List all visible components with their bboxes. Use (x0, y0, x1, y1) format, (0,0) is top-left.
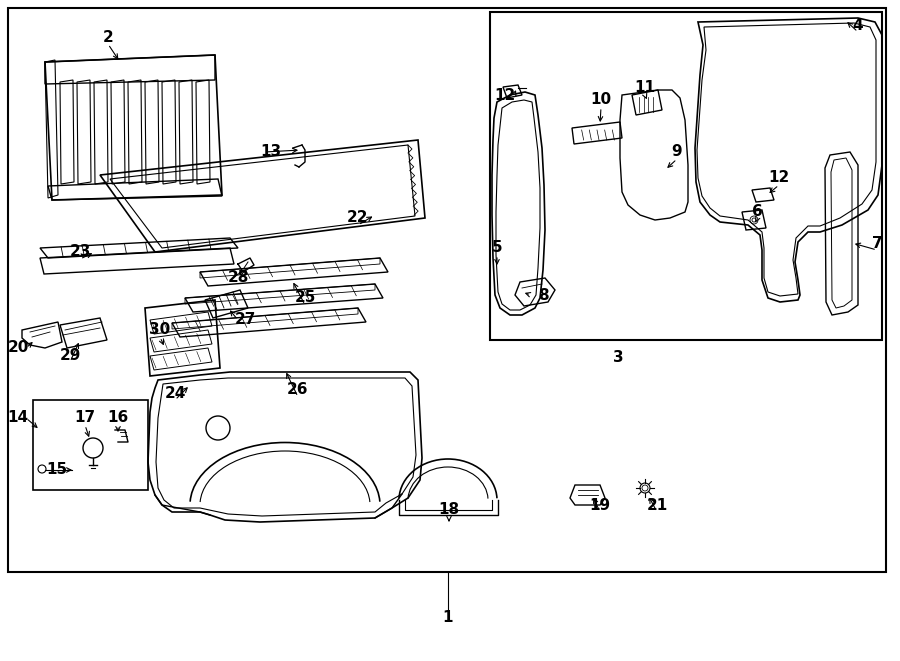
Text: 8: 8 (537, 288, 548, 303)
Text: 15: 15 (47, 463, 68, 477)
Text: 25: 25 (294, 290, 316, 305)
Text: 14: 14 (7, 410, 29, 426)
Text: 6: 6 (752, 204, 762, 219)
Bar (33, 400, 148, 490)
Text: 11: 11 (634, 81, 655, 95)
Text: 13: 13 (260, 145, 282, 159)
Text: 12: 12 (494, 87, 516, 102)
Text: 1: 1 (443, 611, 454, 625)
Text: 17: 17 (75, 410, 95, 426)
Text: 24: 24 (165, 385, 185, 401)
Text: 21: 21 (646, 498, 668, 512)
Text: 12: 12 (769, 171, 789, 186)
Bar (490, 12, 882, 340)
Text: 26: 26 (287, 383, 309, 397)
Text: 30: 30 (149, 323, 171, 338)
Text: 10: 10 (590, 93, 612, 108)
Bar (8, 8, 886, 572)
Text: 18: 18 (438, 502, 460, 518)
Text: 20: 20 (7, 340, 29, 356)
Text: 7: 7 (872, 235, 882, 251)
Text: 3: 3 (613, 350, 624, 366)
Text: 2: 2 (103, 30, 113, 46)
Text: 4: 4 (852, 17, 863, 32)
Text: 23: 23 (69, 245, 91, 260)
Text: 5: 5 (491, 241, 502, 256)
Text: 9: 9 (671, 145, 682, 159)
Text: 27: 27 (234, 313, 256, 327)
Text: 19: 19 (590, 498, 610, 512)
Text: 16: 16 (107, 410, 129, 426)
Text: 29: 29 (59, 348, 81, 362)
Text: 28: 28 (228, 270, 248, 286)
Text: 22: 22 (347, 210, 369, 225)
